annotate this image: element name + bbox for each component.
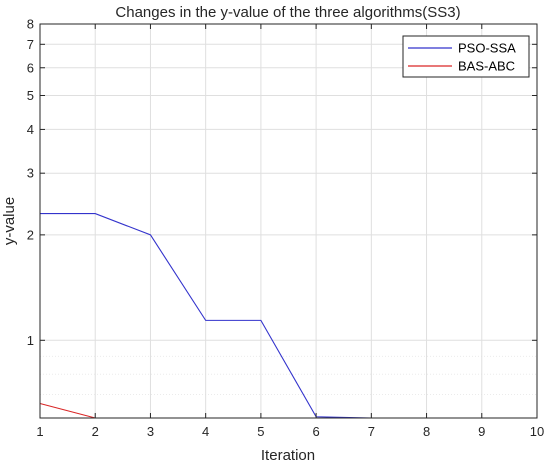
y-tick-label: 1 <box>27 333 34 348</box>
legend-label-pso-ssa: PSO-SSA <box>458 41 516 56</box>
x-tick-label: 9 <box>478 424 485 439</box>
y-tick-label: 8 <box>27 17 34 32</box>
x-tick-label: 7 <box>368 424 375 439</box>
x-tick-label: 2 <box>92 424 99 439</box>
x-tick-label: 6 <box>312 424 319 439</box>
x-tick-label: 3 <box>147 424 154 439</box>
y-axis-label: y-value <box>1 197 18 245</box>
plot-area-border <box>39 23 538 419</box>
x-tick-label: 8 <box>423 424 430 439</box>
y-tick-label: 6 <box>27 60 34 75</box>
y-tick-label: 3 <box>27 166 34 181</box>
y-tick-label: 4 <box>27 122 34 137</box>
ticks: 1 2 3 4 5 6 7 8 9 10 1 2 3 4 5 6 7 8 <box>27 17 544 440</box>
chart-title: Changes in the y-value of the three algo… <box>115 4 460 21</box>
legend-box <box>402 35 530 78</box>
x-tick-label: 10 <box>530 424 544 439</box>
x-tick-label: 4 <box>202 424 209 439</box>
x-tick-label: 1 <box>36 424 43 439</box>
x-tick-label: 5 <box>257 424 264 439</box>
legend-label-bas-abc: BAS-ABC <box>458 59 515 74</box>
y-tick-label: 5 <box>27 88 34 103</box>
legend: PSO-SSA BAS-ABC <box>402 35 530 78</box>
x-axis-label: Iteration <box>261 447 315 464</box>
y-tick-label: 2 <box>27 227 34 242</box>
y-tick-label: 7 <box>27 37 34 52</box>
plot-area-background <box>40 24 537 418</box>
